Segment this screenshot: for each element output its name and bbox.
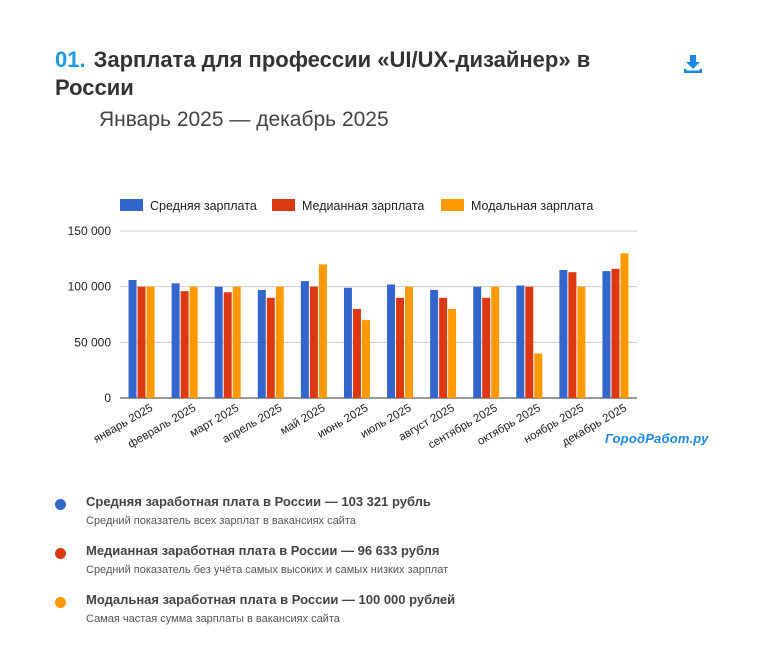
bar bbox=[137, 286, 146, 398]
bar bbox=[534, 353, 543, 398]
summary-item-median: Медианная заработная плата в России — 96… bbox=[55, 543, 735, 592]
bar bbox=[275, 286, 284, 398]
bar bbox=[430, 290, 439, 398]
bar bbox=[180, 291, 189, 398]
average-dot-icon bbox=[55, 499, 66, 510]
bar bbox=[482, 297, 491, 398]
bar bbox=[516, 285, 525, 398]
summary-label: Модальная заработная плата в России — 10… bbox=[86, 592, 456, 607]
bar bbox=[146, 286, 155, 398]
y-tick-label: 0 bbox=[104, 391, 111, 405]
bar bbox=[602, 271, 611, 398]
summary-description: Самая частая сумма зарплаты в вакансиях … bbox=[86, 613, 340, 625]
page-title: 01. Зарплата для профессии «UI/UX-дизайне… bbox=[55, 46, 655, 102]
summary-label: Средняя заработная плата в России — 103 … bbox=[86, 494, 431, 509]
download-icon bbox=[684, 55, 702, 73]
y-tick-label: 50 000 bbox=[74, 335, 111, 349]
bar bbox=[128, 279, 137, 398]
bar bbox=[343, 287, 352, 398]
summary-label: Медианная заработная плата в России — 96… bbox=[86, 543, 440, 558]
bar bbox=[559, 269, 568, 398]
bar bbox=[309, 286, 318, 398]
summary-description: Средний показатель всех зарплат в ваканс… bbox=[86, 515, 356, 527]
bar bbox=[361, 320, 370, 398]
bar bbox=[300, 281, 309, 398]
bar bbox=[620, 253, 629, 398]
bar bbox=[611, 268, 620, 398]
bar bbox=[405, 286, 414, 398]
bar bbox=[525, 286, 534, 398]
bar bbox=[171, 283, 180, 398]
legend-label: Модальная зарплата bbox=[471, 199, 593, 213]
summary-item-modal: Модальная заработная плата в России — 10… bbox=[55, 592, 735, 641]
download-button[interactable] bbox=[681, 52, 705, 76]
bar bbox=[387, 284, 396, 398]
median-dot-icon bbox=[55, 548, 66, 559]
bar bbox=[266, 297, 275, 398]
summary-legend: Средняя заработная плата в России — 103 … bbox=[55, 494, 735, 641]
bar bbox=[318, 264, 327, 398]
bar bbox=[491, 286, 500, 398]
bar bbox=[396, 297, 405, 398]
summary-item-average: Средняя заработная плата в России — 103 … bbox=[55, 494, 735, 543]
title-text: Зарплата для профессии «UI/UX-дизайнер» … bbox=[55, 47, 591, 100]
y-tick-label: 150 000 bbox=[68, 224, 112, 238]
bar bbox=[214, 286, 223, 398]
legend-swatch bbox=[120, 199, 143, 211]
bar bbox=[223, 292, 232, 398]
page-subtitle: Январь 2025 — декабрь 2025 bbox=[99, 108, 389, 131]
legend-label: Средняя зарплата bbox=[150, 199, 257, 213]
title-number: 01. bbox=[55, 47, 86, 72]
legend-label: Медианная зарплата bbox=[302, 199, 424, 213]
bar bbox=[189, 286, 198, 398]
bar bbox=[352, 308, 361, 398]
bar bbox=[439, 297, 448, 398]
y-tick-label: 100 000 bbox=[68, 280, 112, 294]
bar bbox=[257, 290, 266, 398]
bar bbox=[448, 308, 457, 398]
legend-swatch bbox=[441, 199, 464, 211]
bar bbox=[473, 286, 482, 398]
bar bbox=[568, 272, 577, 398]
bar bbox=[577, 286, 586, 398]
modal-dot-icon bbox=[55, 597, 66, 608]
summary-description: Средний показатель без учёта самых высок… bbox=[86, 564, 449, 576]
title-block: 01. Зарплата для профессии «UI/UX-дизайне… bbox=[55, 46, 655, 102]
brand-watermark: ГородРабот.ру bbox=[605, 431, 709, 446]
bar bbox=[232, 286, 241, 398]
legend-swatch bbox=[272, 199, 295, 211]
